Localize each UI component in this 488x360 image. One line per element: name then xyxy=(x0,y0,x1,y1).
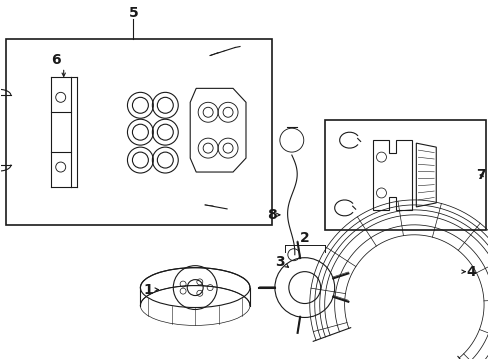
Text: 3: 3 xyxy=(274,255,284,269)
Text: 4: 4 xyxy=(465,265,475,279)
Text: 5: 5 xyxy=(128,6,138,20)
Bar xyxy=(324,120,485,230)
Text: 1: 1 xyxy=(143,283,153,297)
Bar xyxy=(6,39,271,225)
Text: 8: 8 xyxy=(266,208,276,222)
Text: 6: 6 xyxy=(51,54,61,67)
Text: 7: 7 xyxy=(475,168,485,182)
Text: 2: 2 xyxy=(299,231,309,245)
